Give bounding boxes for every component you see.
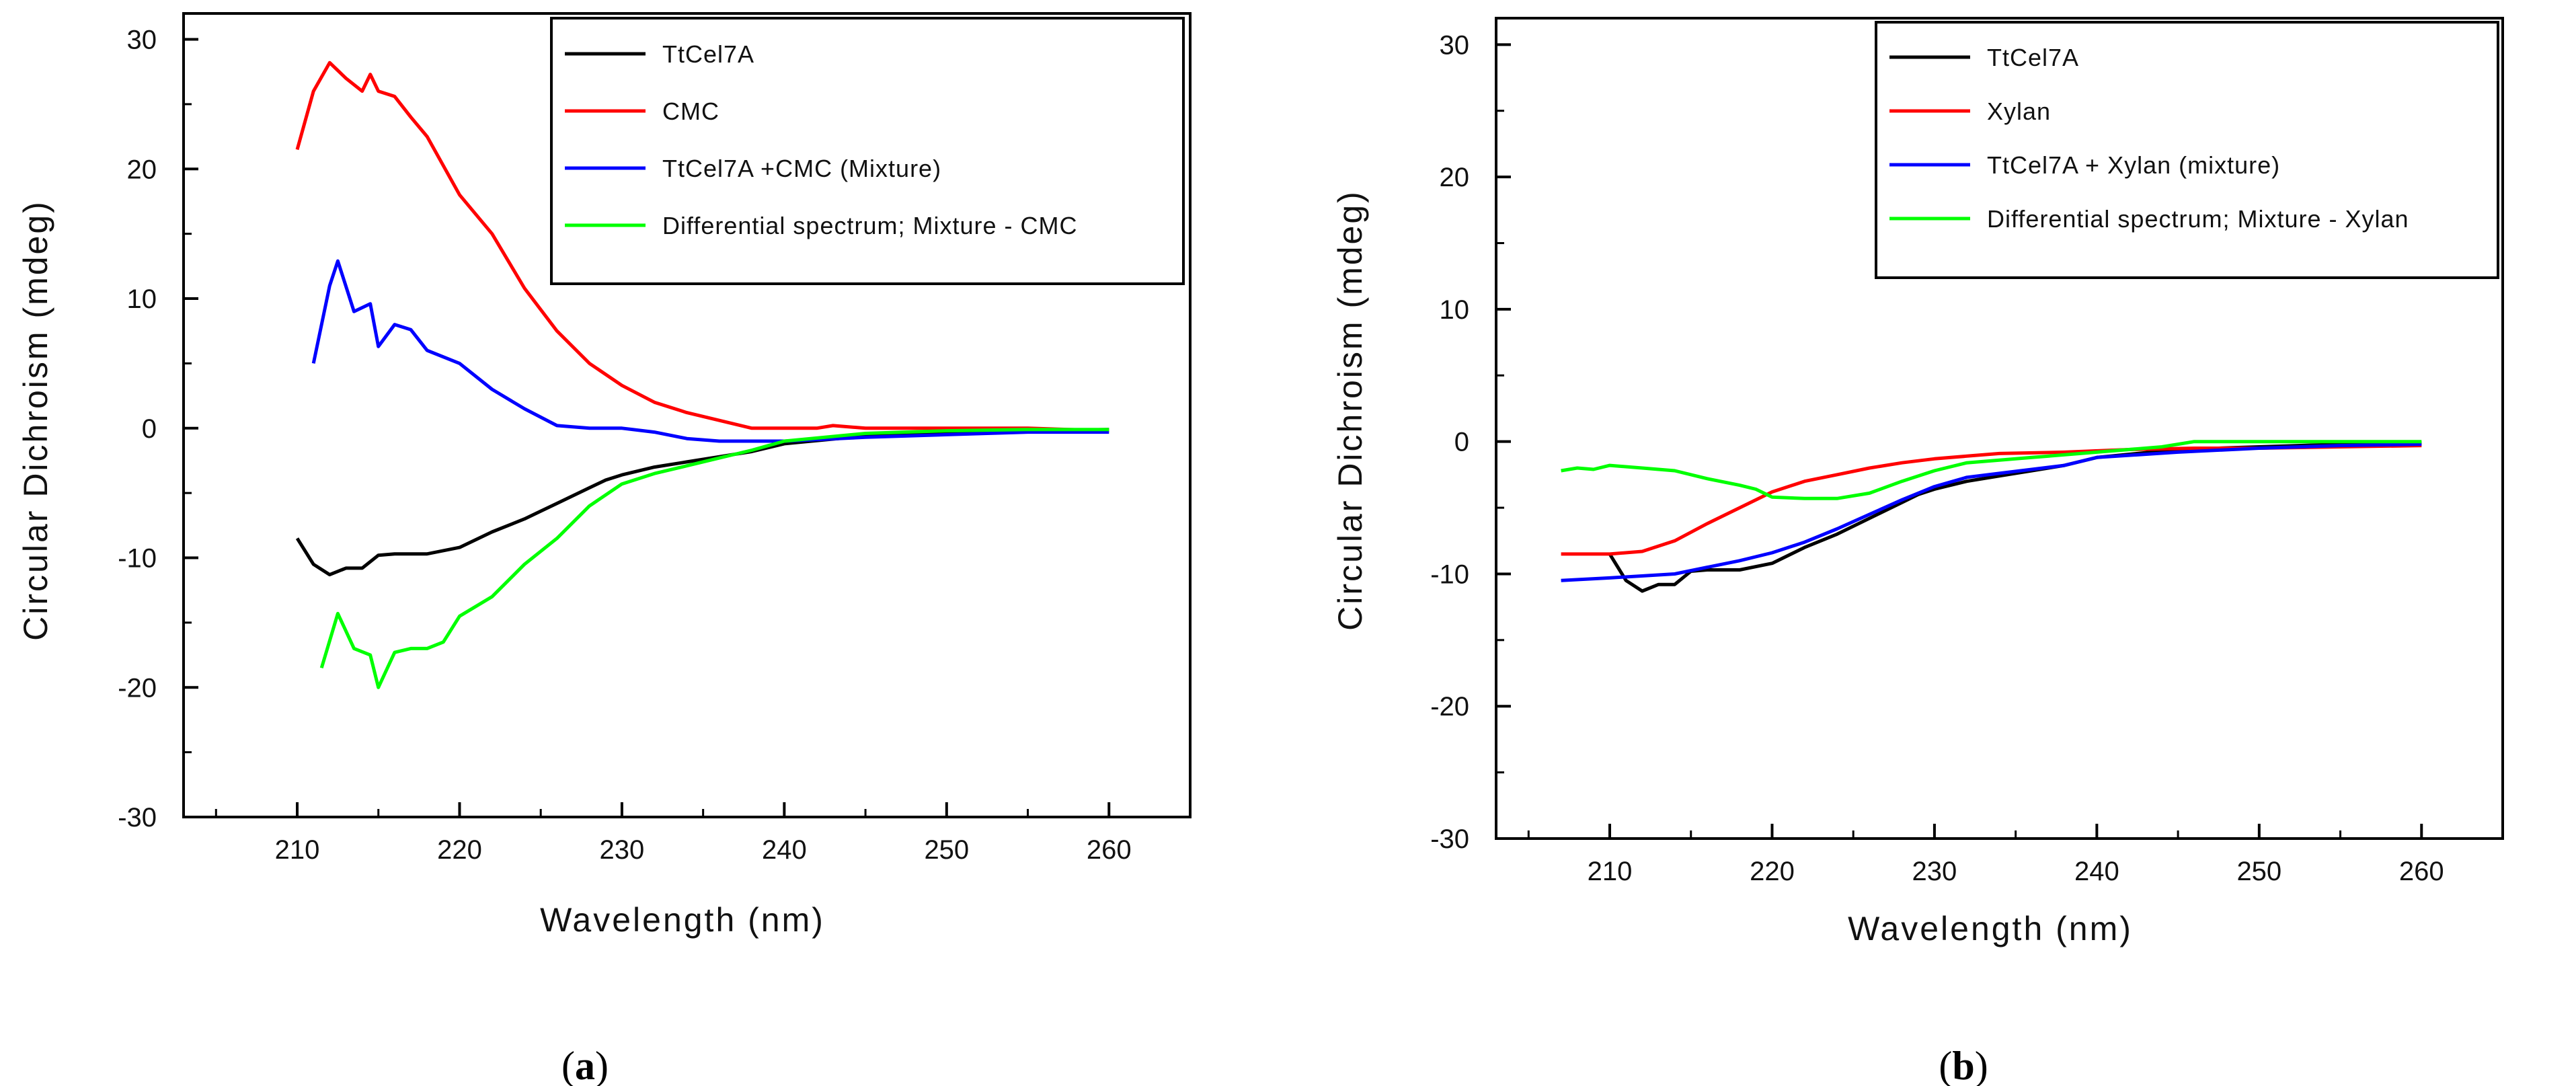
- series-line-ttcel7a: [295, 428, 1109, 577]
- x-tick-label: 220: [1750, 857, 1795, 886]
- plot-frame-b: [1495, 17, 2504, 840]
- axis-ticks-b: 210 220 230 240 250 260 -30 -20 -10 0 10 20 30: [1430, 30, 2504, 886]
- x-tick-label: 250: [2236, 857, 2281, 886]
- y-tick-label: -30: [1430, 824, 1469, 854]
- series-line-ttcel7a: [1608, 441, 2422, 593]
- series-line-differential-spectrum-mixture-cmc: [319, 428, 1109, 689]
- y-tick-label: 10: [127, 284, 157, 314]
- series-line-xylan: [1561, 444, 2422, 556]
- legend-label: TtCel7A: [662, 40, 754, 68]
- x-tick-label: 230: [1912, 857, 1957, 886]
- y-tick-label: -10: [118, 544, 157, 574]
- legend-box-b: [1875, 21, 2499, 279]
- y-tick-label: 30: [1440, 30, 1470, 60]
- panel-label-b: (b): [1939, 1044, 1988, 1086]
- legend-label: TtCel7A + Xylan (mixture): [1987, 151, 2280, 179]
- y-axis-title-a: Circular Dichroism (mdeg): [17, 200, 54, 641]
- x-tick-label: 240: [2074, 857, 2119, 886]
- series-group-b: [1561, 440, 2422, 593]
- legend-label: Differential spectrum; Mixture - CMC: [662, 212, 1077, 239]
- y-tick-label: 0: [1454, 428, 1469, 457]
- x-tick-label: 260: [1087, 835, 1132, 865]
- y-axis-title-b: Circular Dichroism (mdeg): [1331, 190, 1369, 631]
- x-tick-label: 230: [600, 835, 645, 865]
- chart-panel-b: 210 220 230 240 250 260 -30 -20 -10 0 10 20 30 TtCel…: [1331, 17, 2504, 1086]
- series-group-a: [295, 61, 1109, 689]
- series-line-ttcel7a-xylan-mixture-: [1561, 442, 2422, 582]
- x-tick-label: 210: [275, 835, 320, 865]
- legend-label: TtCel7A: [1987, 44, 2079, 71]
- series-line-cmc: [295, 61, 1109, 433]
- y-tick-label: 20: [127, 155, 157, 184]
- plot-frame-a: [182, 12, 1192, 818]
- legend-label: CMC: [662, 98, 719, 125]
- y-tick-label: -20: [118, 673, 157, 703]
- x-axis-title-b: Wavelength (nm): [1848, 910, 2133, 947]
- panel-label-a: (a): [561, 1044, 609, 1086]
- y-tick-label: 10: [1440, 295, 1470, 325]
- x-tick-label: 220: [437, 835, 482, 865]
- y-tick-label: 0: [142, 414, 157, 444]
- x-axis-title-a: Wavelength (nm): [540, 901, 825, 939]
- legend-label: Xylan: [1987, 98, 2051, 125]
- legend-b: TtCel7A Xylan TtCel7A + Xylan (mixture) Dif…: [1889, 44, 2409, 233]
- x-tick-label: 240: [762, 835, 807, 865]
- series-line-differential-spectrum-mixture-xylan: [1561, 440, 2422, 500]
- x-tick-label: 260: [2399, 857, 2444, 886]
- y-tick-label: -10: [1430, 559, 1469, 589]
- y-tick-label: -30: [118, 803, 157, 832]
- chart-panel-a: 210 220 230 240 250 260 -30 -20 -10 0 10 20 30 TtCel…: [17, 12, 1192, 1086]
- axis-ticks-a: 210 220 230 240 250 260 -30 -20 -10 0 10 20 30: [118, 26, 1192, 865]
- legend-a: TtCel7A CMC TtCel7A +CMC (Mixture) Differen…: [565, 40, 1077, 239]
- x-tick-label: 250: [924, 835, 969, 865]
- legend-box-a: [550, 17, 1185, 285]
- y-tick-label: -20: [1430, 692, 1469, 722]
- y-tick-label: 30: [127, 26, 157, 55]
- legend-label: Differential spectrum; Mixture - Xylan: [1987, 205, 2409, 233]
- legend-label: TtCel7A +CMC (Mixture): [662, 155, 941, 182]
- y-tick-label: 20: [1440, 163, 1470, 192]
- x-tick-label: 210: [1588, 857, 1633, 886]
- series-line-ttcel7a-cmc-mixture-: [311, 259, 1109, 443]
